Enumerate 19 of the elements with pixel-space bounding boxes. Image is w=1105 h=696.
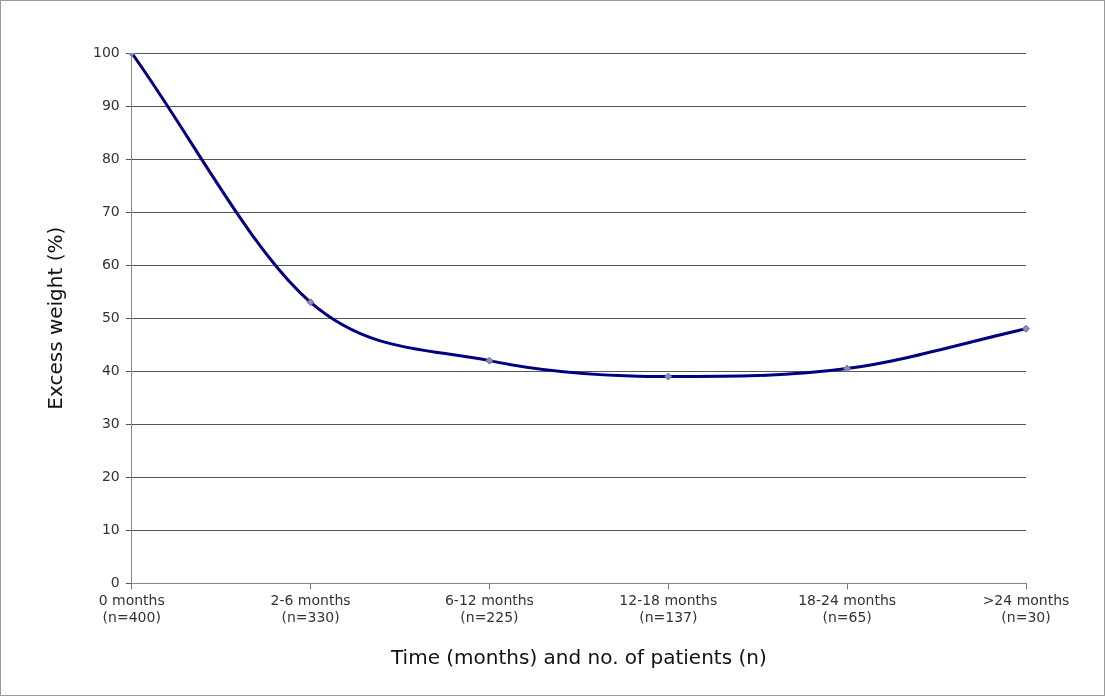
x-axis-title: Time (months) and no. of patients (n) [389,645,767,670]
y-tick-label: 40 [101,361,120,378]
y-tick-label: 0 [110,574,120,591]
y-tick-label: 90 [101,96,120,113]
x-tick-label: 0 months (n=400) [98,592,165,626]
x-tick-label: 6-12 months (n=225) [444,592,534,626]
y-tick-label: 70 [101,202,120,219]
y-axis-title: Excess weight (%) [43,226,68,410]
x-tick-label: 12-18 months (n=137) [619,592,718,626]
y-tick-label: 100 [92,43,120,60]
x-tick-label: 2-6 months (n=330) [270,592,351,626]
y-tick-label: 50 [101,308,120,325]
y-tick-label: 10 [101,521,120,537]
y-tick-label: 60 [101,255,120,272]
y-tick-label: 30 [101,414,120,431]
y-tick-label: 20 [101,467,120,484]
x-tick-label: 18-24 months (n=65) [798,592,897,626]
y-tick-label: 80 [101,149,120,166]
x-tick-label: >24 months (n=30) [982,592,1070,626]
